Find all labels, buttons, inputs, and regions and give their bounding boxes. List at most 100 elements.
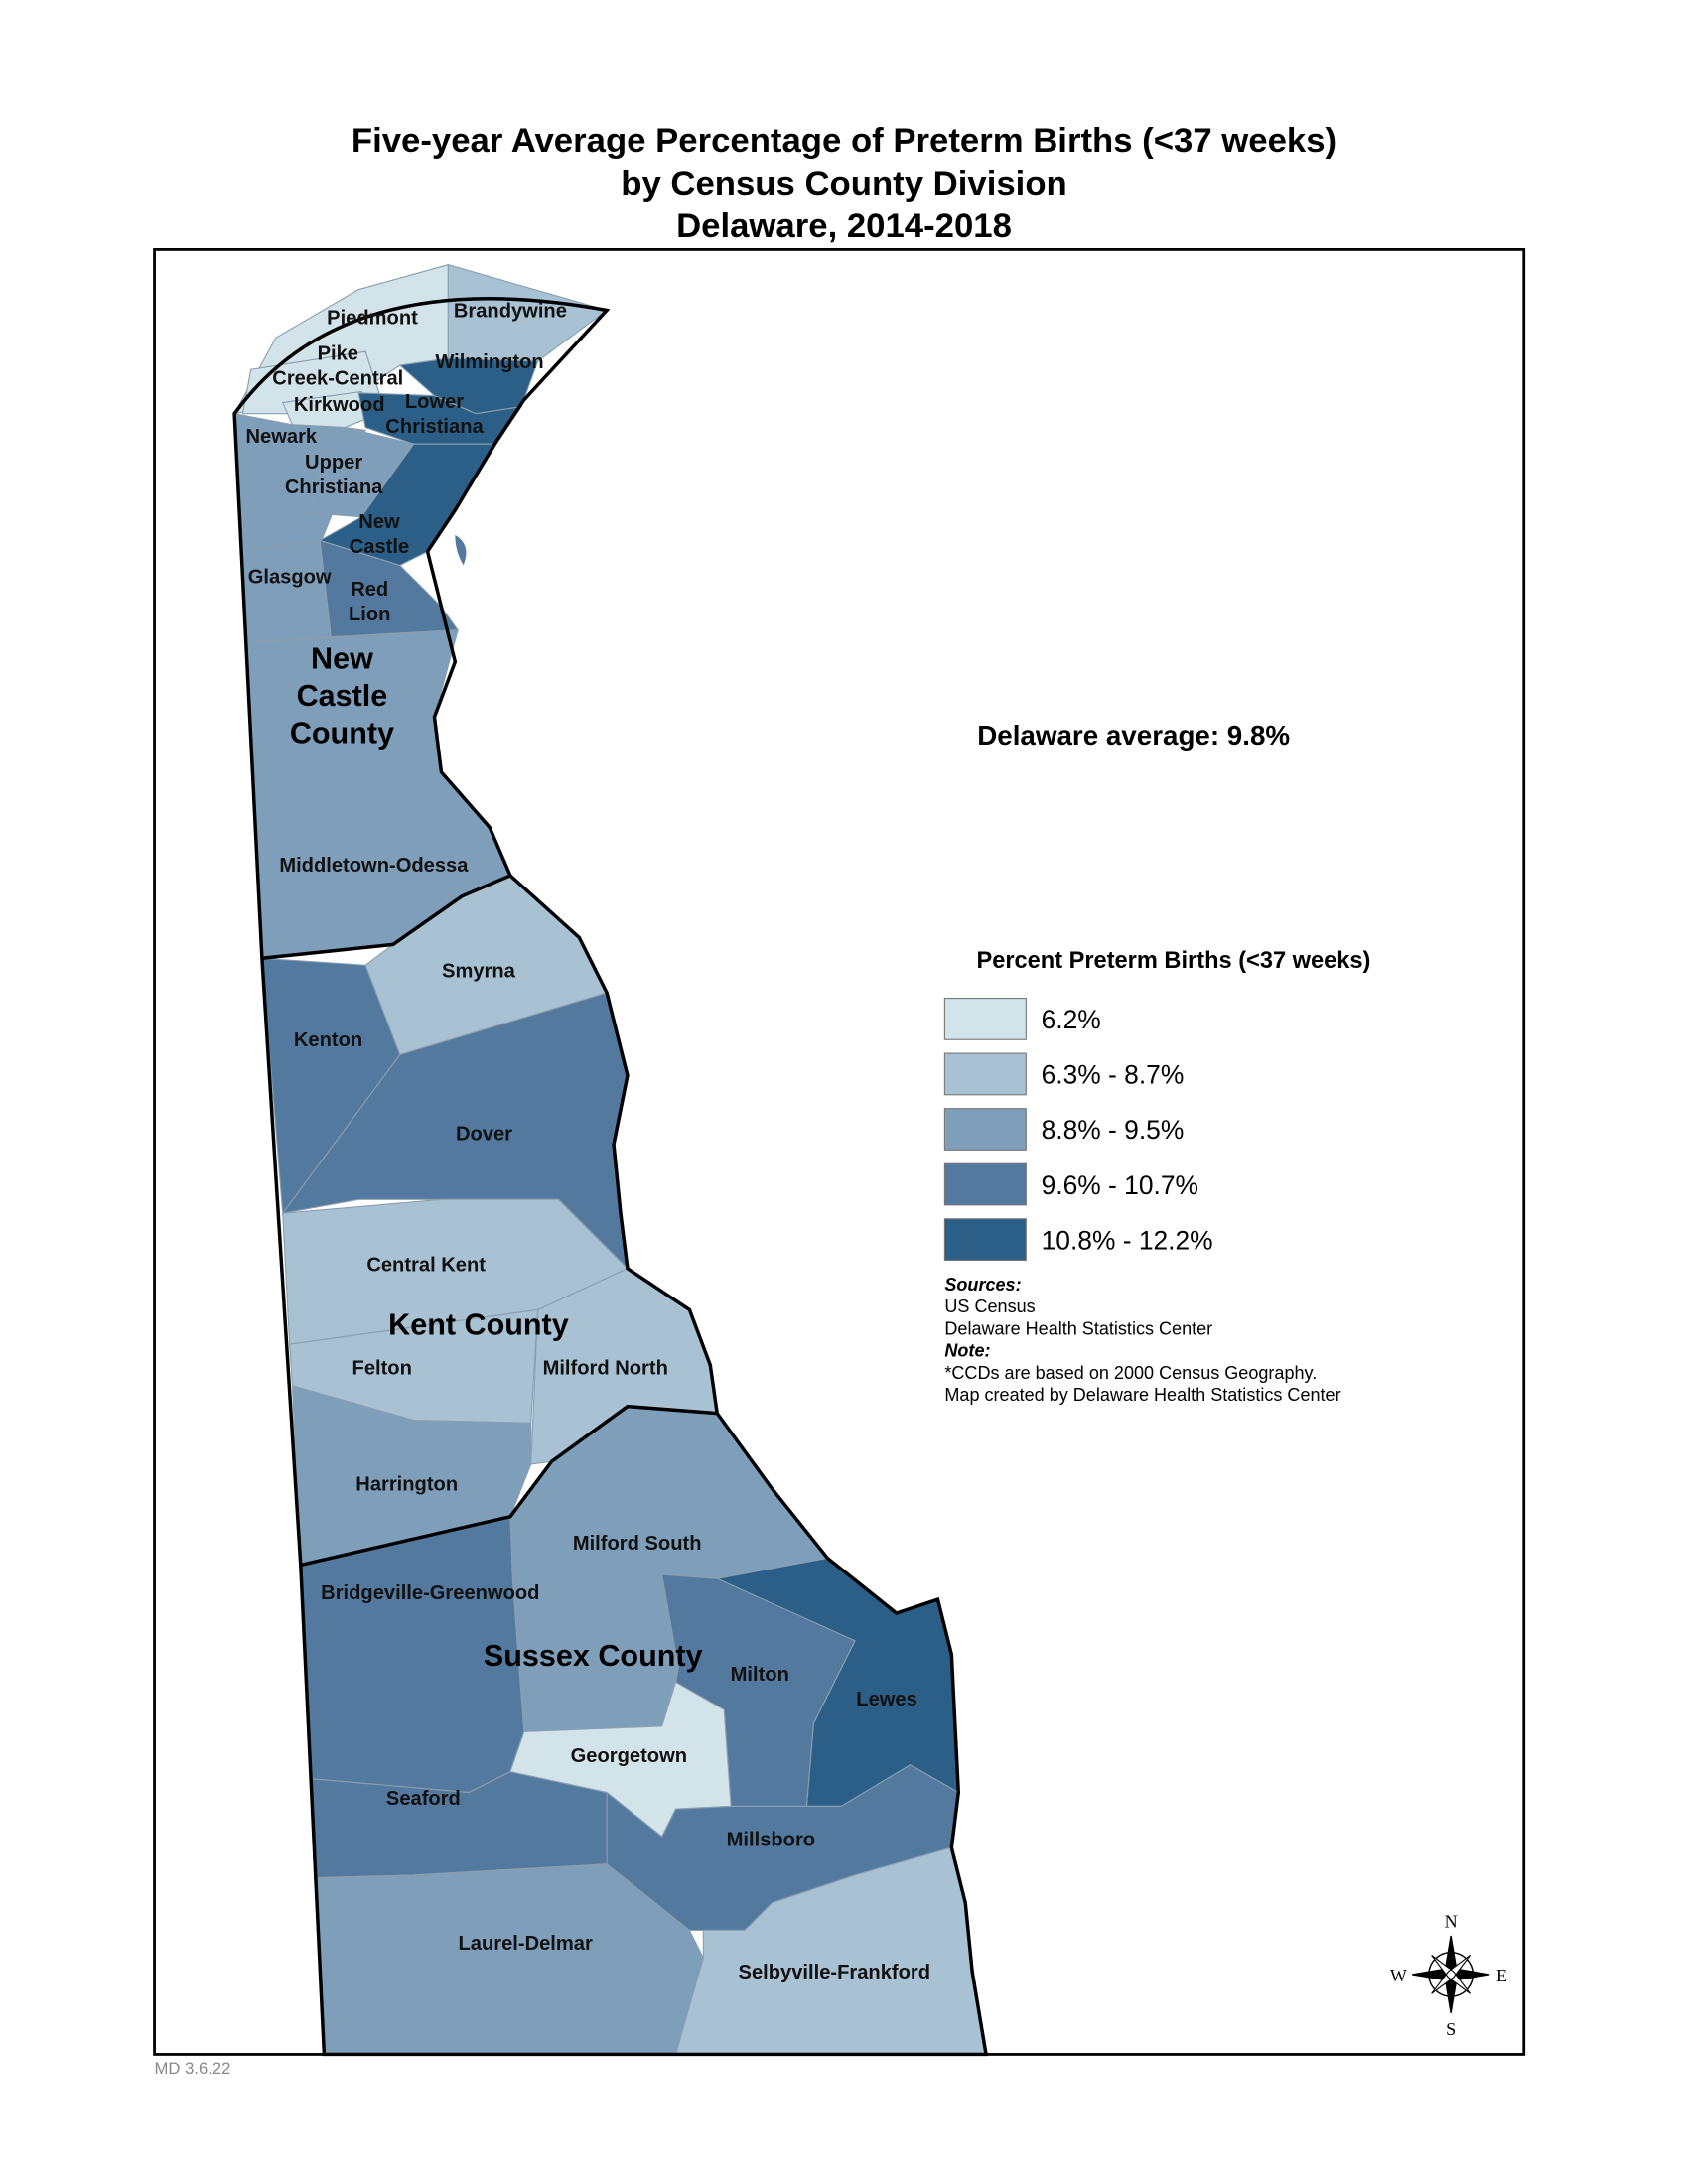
title-line: Five-year Average Percentage of Preterm … bbox=[352, 122, 1336, 160]
title-line: Delaware, 2014-2018 bbox=[676, 207, 1012, 245]
region-label-line: Piedmont bbox=[327, 307, 418, 329]
county-label: Kent County bbox=[388, 1307, 569, 1341]
region-label: Milton bbox=[731, 1664, 789, 1686]
region-label: Georgetown bbox=[571, 1745, 687, 1767]
region-label: Seaford bbox=[386, 1788, 461, 1810]
region-label-line: Lower bbox=[405, 391, 464, 413]
region-label-line: Wilmington bbox=[435, 351, 543, 373]
region-label-line: Kenton bbox=[294, 1029, 362, 1051]
county-label-line: County bbox=[290, 717, 394, 751]
region-label: Wilmington bbox=[435, 351, 543, 373]
region-label: Smyrna bbox=[442, 961, 516, 983]
region-label-line: Smyrna bbox=[442, 961, 516, 983]
region-label-line: Felton bbox=[352, 1358, 412, 1380]
region-label: Newark bbox=[246, 426, 318, 448]
county-label-line: Castle bbox=[297, 679, 388, 713]
region-label: Milford North bbox=[543, 1358, 668, 1380]
region bbox=[281, 390, 380, 429]
region bbox=[309, 426, 415, 518]
note-line: Map created by Delaware Health Statistic… bbox=[944, 1385, 1340, 1405]
legend-label: 6.3% - 8.7% bbox=[1042, 1060, 1185, 1090]
region-label-line: Red bbox=[351, 579, 388, 601]
sources-heading: Sources: bbox=[944, 1275, 1021, 1295]
region bbox=[319, 539, 460, 638]
compass-star-diagonal bbox=[1431, 1955, 1471, 1994]
region-label-line: Brandywine bbox=[454, 300, 567, 322]
county-line bbox=[261, 874, 511, 961]
county-label: New Castle County bbox=[290, 642, 394, 751]
county-label-line: New bbox=[311, 642, 373, 676]
region-label-line: Lewes bbox=[856, 1689, 917, 1710]
region-label-line: Upper bbox=[305, 452, 362, 474]
legend-label: 6.2% bbox=[1042, 1005, 1101, 1034]
legend-swatch bbox=[943, 1218, 1027, 1261]
region-label-line: Millsboro bbox=[727, 1830, 815, 1851]
region-label: Piedmont bbox=[327, 307, 418, 329]
region-label-line: Pike bbox=[318, 343, 358, 365]
region-labels: Piedmont Brandywine Pike Creek-Central Wilmi… bbox=[246, 300, 930, 1983]
region-label: Milford South bbox=[573, 1533, 702, 1555]
region-label-line: Christiana bbox=[385, 416, 484, 438]
region-label: Bridgeville-Greenwood bbox=[321, 1582, 539, 1604]
legend-title: Percent Preterm Births (<37 weeks) bbox=[976, 948, 1370, 974]
region-label-line: Selbyville-Frankford bbox=[739, 1962, 930, 1983]
compass-s: S bbox=[1446, 2019, 1456, 2039]
legend-label: 8.8% - 9.5% bbox=[1042, 1115, 1185, 1145]
state-average: Delaware average: 9.8% bbox=[977, 720, 1290, 751]
region-label: Kenton bbox=[294, 1029, 362, 1051]
region-label-line: Middletown-Odessa bbox=[279, 855, 469, 877]
island bbox=[455, 534, 467, 566]
legend-swatch bbox=[943, 1052, 1027, 1096]
region bbox=[240, 539, 332, 643]
region-label-line: Castle bbox=[350, 536, 409, 558]
region-label: New Castle bbox=[350, 511, 409, 558]
region-label-line: Dover bbox=[456, 1124, 512, 1146]
county-label: Sussex County bbox=[484, 1639, 703, 1673]
region-label: Kirkwood bbox=[294, 394, 385, 416]
compass: N E S W bbox=[1390, 1912, 1507, 2039]
region-label: Red Lion bbox=[349, 579, 390, 625]
note-line: *CCDs are based on 2000 Census Geography… bbox=[944, 1363, 1317, 1383]
sources-line: Delaware Health Statistics Center bbox=[944, 1318, 1212, 1338]
region-label: Lewes bbox=[856, 1689, 917, 1710]
region-label: Central Kent bbox=[366, 1255, 486, 1277]
title: Five-year Average Percentage of Preterm … bbox=[352, 122, 1336, 245]
county-label-line: Sussex County bbox=[484, 1639, 703, 1673]
region-label-line: Lion bbox=[349, 604, 390, 625]
legend-label: 9.6% - 10.7% bbox=[1042, 1170, 1198, 1200]
region-label-line: Milford North bbox=[543, 1358, 668, 1380]
state-outline bbox=[232, 297, 989, 2057]
sources-line: US Census bbox=[944, 1297, 1035, 1316]
region-label-line: Christiana bbox=[285, 477, 383, 498]
sources-notes: Sources: US Census Delaware Health Statist… bbox=[944, 1275, 1340, 1405]
region-label: Selbyville-Frankford bbox=[739, 1962, 930, 1983]
regions bbox=[233, 263, 987, 2055]
title-line: by Census County Division bbox=[621, 165, 1066, 203]
legend-swatch bbox=[943, 1108, 1027, 1151]
region-label: Brandywine bbox=[454, 300, 567, 322]
county-line bbox=[300, 1404, 718, 1568]
region-label: Laurel-Delmar bbox=[458, 1933, 593, 1955]
compass-e: E bbox=[1496, 1966, 1507, 1985]
region-label: Millsboro bbox=[727, 1830, 815, 1851]
region-label-line: New bbox=[358, 511, 400, 533]
region-label-line: Central Kent bbox=[366, 1255, 486, 1277]
region-label: Glasgow bbox=[248, 567, 332, 589]
region-label-line: Newark bbox=[246, 426, 318, 448]
region-label-line: Kirkwood bbox=[294, 394, 385, 416]
region-label-line: Creek-Central bbox=[272, 368, 403, 390]
county-label-line: Kent County bbox=[388, 1307, 569, 1341]
region-label: Felton bbox=[352, 1358, 412, 1380]
region-label-line: Seaford bbox=[386, 1788, 461, 1810]
region-label: Lower Christiana bbox=[385, 391, 484, 438]
region-label-line: Milton bbox=[731, 1664, 789, 1686]
region-label-line: Glasgow bbox=[248, 567, 332, 589]
compass-n: N bbox=[1445, 1912, 1458, 1932]
region-label-line: Harrington bbox=[355, 1473, 458, 1495]
region-label: Upper Christiana bbox=[285, 452, 383, 498]
region-label-line: Milford South bbox=[573, 1533, 702, 1555]
legend: 6.2% 6.3% - 8.7% 8.8% - 9.5% 9.6% - 10.7% 10… bbox=[943, 998, 1213, 1261]
footer: MD 3.6.22 bbox=[155, 2059, 231, 2078]
compass-w: W bbox=[1390, 1966, 1407, 1985]
